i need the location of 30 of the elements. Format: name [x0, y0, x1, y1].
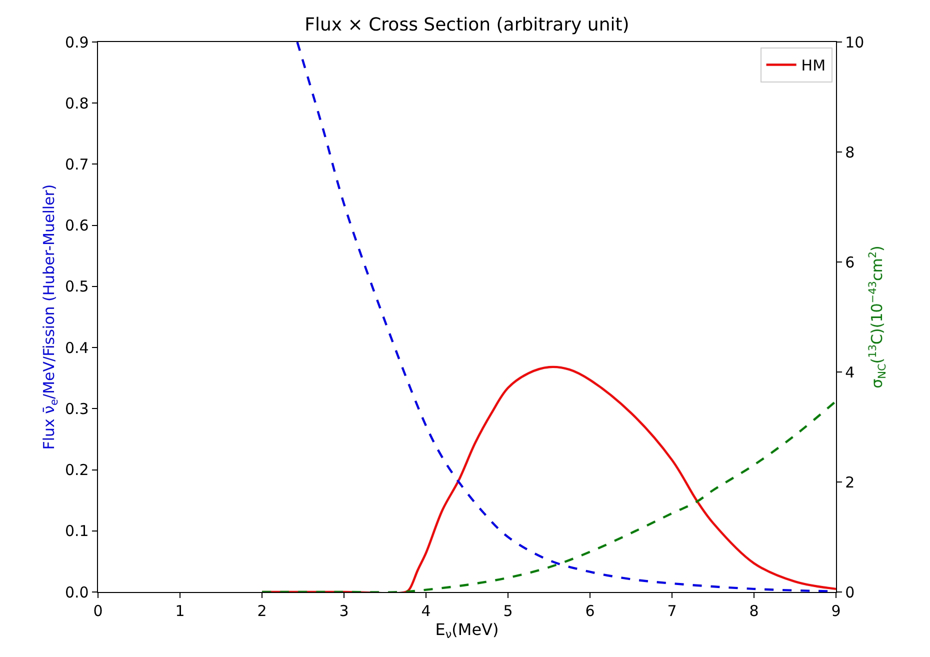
y2-tick-label: 8 — [845, 143, 855, 162]
y-tick-label: 0.3 — [64, 400, 89, 418]
y2-tick-label: 4 — [845, 363, 855, 382]
y2-tick-label: 0 — [845, 583, 855, 602]
x-axis-title: E$_{ν}$(MeV) — [435, 620, 499, 642]
x-tick-label: 3 — [339, 602, 349, 620]
y-tick-label: 0.6 — [64, 216, 89, 235]
x-tick-label: 0 — [93, 602, 103, 620]
line-series — [260, 400, 836, 592]
x-tick-label: 5 — [503, 602, 513, 620]
x-tick-label: 7 — [667, 602, 677, 620]
x-tick-label: 9 — [831, 602, 841, 620]
chart-title: Flux × Cross Section (arbitrary unit) — [304, 14, 630, 36]
x-tick-label: 6 — [585, 602, 595, 620]
x-tick-label: 1 — [175, 602, 185, 620]
x-tick-label: 8 — [749, 602, 759, 620]
y-tick-label: 0.5 — [64, 278, 89, 296]
y2-tick-label: 6 — [845, 253, 855, 272]
y2-tick-label: 10 — [845, 33, 864, 52]
y-tick-label: 0.4 — [64, 338, 89, 357]
y-tick-label: 0.7 — [64, 155, 89, 174]
y-tick-label: 0.9 — [64, 33, 89, 52]
y-tick-label: 0.1 — [64, 522, 89, 540]
x-tick-label: 4 — [421, 602, 431, 620]
y-tick-label: 0.8 — [64, 94, 89, 112]
y-tick-label: 0.0 — [64, 583, 89, 602]
legend-label: HM — [801, 56, 826, 75]
y2-tick-label: 2 — [845, 473, 855, 492]
x-tick-label: 2 — [257, 602, 267, 620]
y-tick-label: 0.2 — [64, 461, 89, 480]
